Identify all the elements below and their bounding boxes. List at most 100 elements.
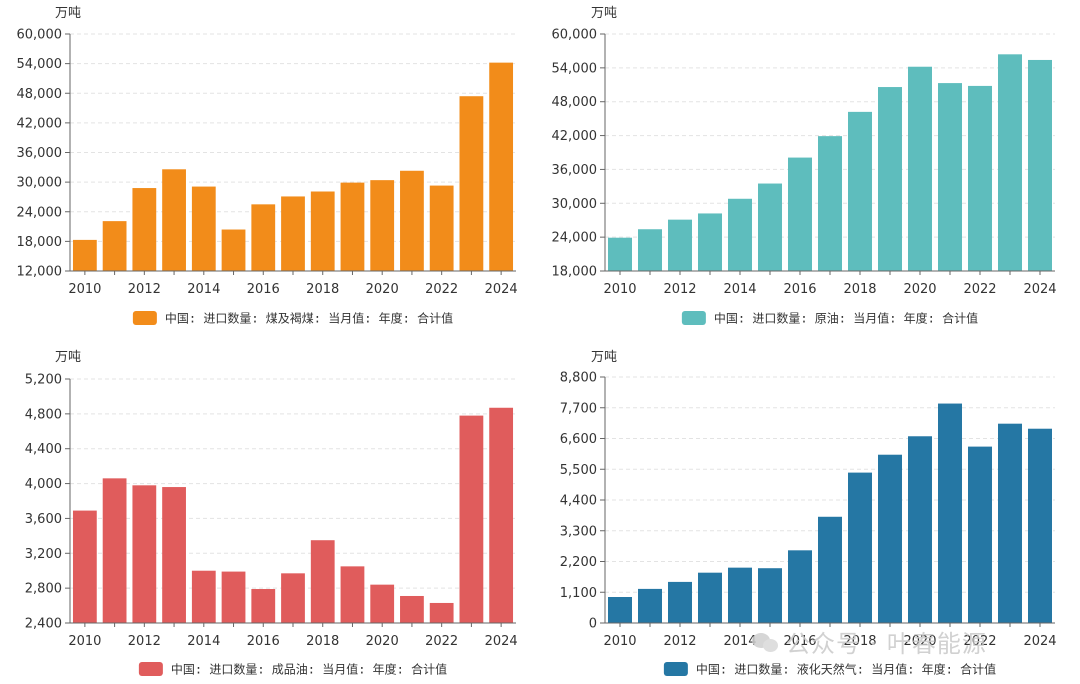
watermark-text: 公众号 · 叶春能源 bbox=[786, 630, 987, 658]
y-unit-label: 万吨 bbox=[55, 6, 81, 21]
x-tick-label: 2010 bbox=[603, 634, 636, 649]
bar-2015 bbox=[221, 571, 246, 623]
y-tick-label: 5,200 bbox=[25, 373, 62, 388]
y-tick-label: 3,200 bbox=[25, 547, 62, 562]
legend-label: 中国: 进口数量: 成品油: 当月值: 年度: 合计值 bbox=[171, 662, 447, 677]
x-tick-label: 2016 bbox=[247, 282, 280, 297]
bar-2023 bbox=[459, 415, 484, 623]
y-tick-label: 18,000 bbox=[552, 265, 598, 280]
x-tick-label: 2018 bbox=[306, 282, 339, 297]
x-tick-label: 2018 bbox=[306, 634, 339, 649]
bar-2020 bbox=[908, 66, 932, 271]
bar-2018 bbox=[848, 111, 872, 271]
x-tick-label: 2016 bbox=[783, 634, 816, 649]
x-tick-label: 2022 bbox=[963, 282, 996, 297]
bar-2017 bbox=[281, 196, 305, 271]
bar-2023 bbox=[998, 54, 1022, 271]
bar-2024 bbox=[1028, 59, 1052, 272]
bar-2016 bbox=[251, 204, 276, 271]
bar-2010 bbox=[72, 239, 97, 271]
y-tick-label: 12,000 bbox=[17, 265, 63, 280]
bar-2024 bbox=[489, 407, 514, 623]
y-tick-label: 4,000 bbox=[25, 477, 62, 492]
y-tick-label: 36,000 bbox=[17, 146, 63, 161]
y-tick-label: 30,000 bbox=[552, 197, 598, 212]
bar-2012 bbox=[668, 219, 692, 271]
x-tick-label: 2014 bbox=[723, 282, 756, 297]
y-tick-label: 24,000 bbox=[552, 231, 598, 246]
y-tick-label: 2,400 bbox=[25, 617, 62, 632]
bar-2020 bbox=[370, 584, 395, 623]
bar-2024 bbox=[1028, 428, 1052, 623]
watermark: 公众号 · 叶春能源 bbox=[752, 624, 987, 659]
y-tick-label: 1,100 bbox=[560, 586, 597, 601]
chart-2: 万吨 18,000 24,000 30,000 36,000 42,000 48,000 54… bbox=[552, 6, 1057, 326]
legend: 中国: 进口数量: 液化天然气: 当月值: 年度: 合计值 bbox=[663, 662, 996, 677]
bar-2014 bbox=[191, 186, 216, 271]
y-tick-label: 2,200 bbox=[560, 555, 597, 570]
legend-label: 中国: 进口数量: 液化天然气: 当月值: 年度: 合计值 bbox=[696, 662, 996, 677]
bar-2012 bbox=[132, 188, 157, 271]
bar-2013 bbox=[162, 487, 186, 623]
x-tick-label: 2012 bbox=[663, 282, 696, 297]
y-tick-label: 54,000 bbox=[17, 57, 63, 72]
bar-2015 bbox=[758, 183, 782, 271]
x-tick-label: 2020 bbox=[903, 634, 936, 649]
bar-2022 bbox=[968, 446, 992, 623]
y-tick-label: 7,700 bbox=[560, 401, 597, 416]
x-tick-label: 2022 bbox=[425, 634, 458, 649]
x-tick-label: 2014 bbox=[187, 282, 220, 297]
x-tick-label: 2016 bbox=[247, 634, 280, 649]
y-unit-label: 万吨 bbox=[591, 350, 617, 365]
y-tick-label: 48,000 bbox=[552, 95, 598, 110]
x-tick-label: 2022 bbox=[963, 634, 996, 649]
y-tick-label: 18,000 bbox=[17, 235, 63, 250]
y-tick-label: 4,400 bbox=[25, 442, 62, 457]
x-tick-label: 2018 bbox=[843, 634, 876, 649]
x-tick-label: 2024 bbox=[1023, 634, 1056, 649]
y-unit-label: 万吨 bbox=[55, 350, 81, 365]
x-tick-label: 2020 bbox=[366, 282, 399, 297]
x-tick-label: 2016 bbox=[783, 282, 816, 297]
bar-2012 bbox=[668, 581, 692, 623]
bar-2014 bbox=[728, 198, 752, 271]
legend-label: 中国: 进口数量: 煤及褐煤: 当月值: 年度: 合计值 bbox=[165, 311, 453, 326]
x-tick-label: 2010 bbox=[68, 634, 101, 649]
x-tick-label: 2012 bbox=[128, 282, 161, 297]
bar-2013 bbox=[698, 213, 722, 271]
bar-2021 bbox=[938, 83, 962, 271]
y-tick-label: 36,000 bbox=[552, 163, 598, 178]
wechat-icon bbox=[752, 631, 780, 653]
y-tick-label: 60,000 bbox=[17, 28, 63, 43]
y-tick-label: 5,500 bbox=[560, 463, 597, 478]
legend-swatch bbox=[132, 311, 157, 325]
bar-2013 bbox=[698, 572, 722, 623]
bar-2010 bbox=[608, 597, 632, 623]
x-tick-label: 2020 bbox=[366, 634, 399, 649]
bar-2018 bbox=[310, 540, 335, 623]
bar-2022 bbox=[968, 85, 992, 272]
bar-2019 bbox=[878, 454, 902, 623]
y-tick-label: 24,000 bbox=[17, 205, 63, 220]
bar-2013 bbox=[162, 169, 186, 271]
legend-label: 中国: 进口数量: 原油: 当月值: 年度: 合计值 bbox=[714, 311, 978, 326]
bar-2016 bbox=[788, 157, 812, 271]
legend: 中国: 进口数量: 原油: 当月值: 年度: 合计值 bbox=[681, 311, 978, 326]
bar-2010 bbox=[72, 510, 97, 623]
bar-2011 bbox=[638, 588, 662, 623]
y-tick-label: 8,800 bbox=[560, 371, 597, 386]
bar-2015 bbox=[758, 568, 782, 623]
chart-4: 万吨 0 1,100 2,200 3,300 4,400 5,500 6,600 7,700 8,… bbox=[560, 350, 1057, 677]
x-tick-label: 2024 bbox=[485, 634, 518, 649]
bar-2011 bbox=[638, 229, 662, 271]
bar-2020 bbox=[908, 436, 932, 623]
legend-swatch bbox=[663, 662, 688, 676]
bar-2024 bbox=[489, 62, 514, 272]
bar-2010 bbox=[608, 237, 632, 271]
bar-2011 bbox=[102, 478, 127, 623]
y-tick-label: 0 bbox=[589, 617, 597, 632]
y-tick-label: 42,000 bbox=[552, 129, 598, 144]
bar-2016 bbox=[788, 550, 812, 623]
bar-2020 bbox=[370, 180, 395, 271]
bar-2019 bbox=[340, 566, 365, 623]
